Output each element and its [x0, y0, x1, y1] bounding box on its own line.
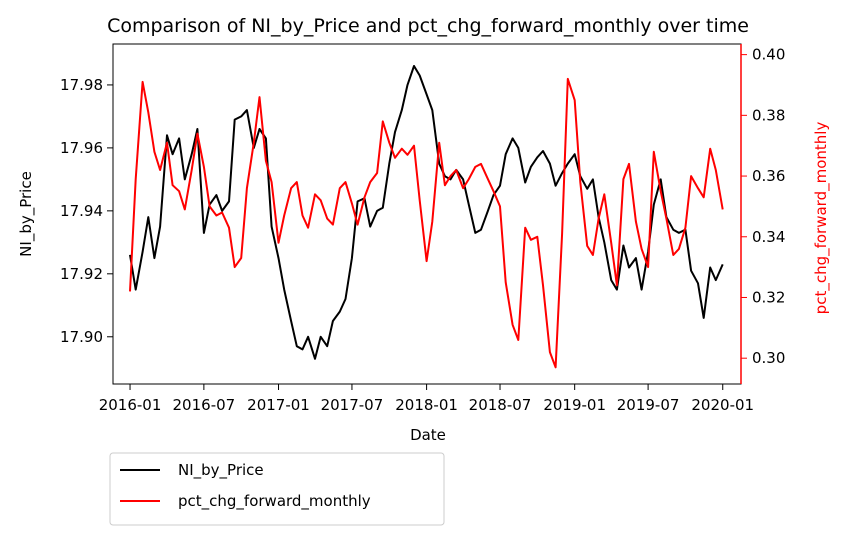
plot-area [112, 43, 742, 385]
y-left-tick-label-2: 17.94 [60, 202, 103, 220]
x-tick-label-1: 2016-07 [173, 396, 236, 414]
chart-title: Comparison of NI_by_Price and pct_chg_fo… [107, 15, 749, 37]
x-tick-label-4: 2018-01 [395, 396, 458, 414]
x-tick-label-0: 2016-01 [99, 396, 162, 414]
y-right-tick-label-2: 0.34 [752, 228, 785, 246]
x-tick-label-7: 2019-07 [617, 396, 680, 414]
y-left-tick-label-3: 17.96 [60, 139, 103, 157]
y-right-tick-label-1: 0.32 [752, 288, 785, 306]
legend-frame [109, 452, 445, 526]
y-axis-right: 0.30 0.32 0.34 0.36 0.38 0.40 [740, 44, 785, 384]
legend: NI_by_Price pct_chg_forward_monthly [109, 452, 445, 526]
y-right-tick-label-3: 0.36 [752, 167, 785, 185]
y-left-tick-label-4: 17.98 [60, 76, 103, 94]
y-axis-left: 17.90 17.92 17.94 17.96 17.98 [60, 76, 113, 346]
x-axis: 2016-01 2016-07 2017-01 2017-07 2018-01 2018-… [99, 384, 754, 414]
x-tick-label-8: 2020-01 [691, 396, 754, 414]
series-line-ni-by-price [129, 65, 724, 360]
y-axis-right-title: pct_chg_forward_monthly [812, 122, 831, 315]
series-line-pct-chg-forward-monthly [129, 77, 724, 369]
y-left-tick-label-1: 17.92 [60, 265, 103, 283]
y-right-tick-label-0: 0.30 [752, 349, 785, 367]
legend-label-pct-chg-forward-monthly: pct_chg_forward_monthly [178, 492, 371, 511]
x-tick-label-3: 2017-07 [321, 396, 384, 414]
x-tick-label-5: 2018-07 [469, 396, 532, 414]
series-layer [129, 65, 724, 369]
y-right-tick-label-5: 0.40 [752, 46, 785, 64]
y-right-tick-label-4: 0.38 [752, 106, 785, 124]
x-tick-label-6: 2019-01 [543, 396, 606, 414]
x-axis-title: Date [410, 426, 446, 444]
legend-label-ni-by-price: NI_by_Price [178, 461, 264, 480]
x-tick-label-2: 2017-01 [247, 396, 310, 414]
y-axis-left-title: NI_by_Price [17, 171, 36, 257]
y-left-tick-label-0: 17.90 [60, 328, 103, 346]
